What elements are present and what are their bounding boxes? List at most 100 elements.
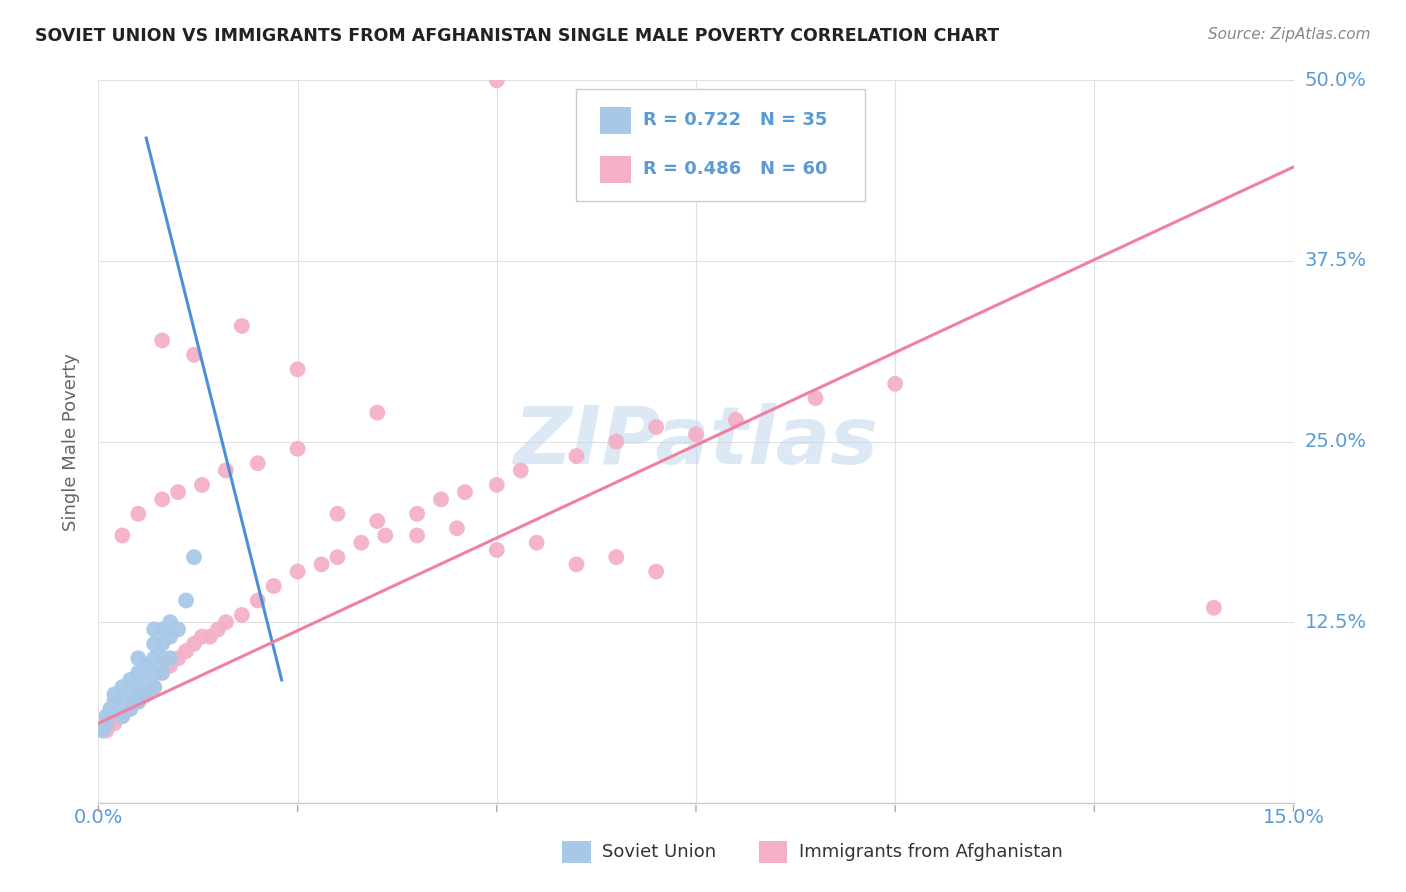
Point [111, 695, 134, 709]
Point [98, 702, 122, 716]
Point [143, 665, 166, 680]
Point [150, 651, 173, 665]
Point [485, 73, 508, 87]
Point [231, 607, 253, 622]
Point [159, 658, 181, 673]
Point [159, 651, 181, 665]
Point [287, 565, 309, 579]
Point [311, 558, 333, 572]
Point [103, 695, 125, 709]
Point [326, 550, 349, 565]
Point [406, 528, 429, 542]
Point [565, 558, 588, 572]
Point [127, 695, 149, 709]
Point [127, 651, 149, 665]
Point [685, 427, 707, 442]
Point [127, 680, 149, 694]
Text: ZIPatlas: ZIPatlas [513, 402, 879, 481]
Point [374, 528, 396, 542]
Point [287, 362, 309, 376]
Point [96, 709, 118, 723]
Point [446, 521, 468, 535]
Point [509, 463, 531, 477]
Point [485, 542, 508, 557]
Point [645, 420, 668, 434]
Point [366, 406, 388, 420]
Text: Source: ZipAtlas.com: Source: ZipAtlas.com [1208, 27, 1371, 42]
Text: R = 0.486   N = 60: R = 0.486 N = 60 [643, 161, 827, 178]
Point [91, 723, 114, 738]
Point [120, 673, 142, 687]
Point [183, 550, 205, 565]
Point [150, 492, 173, 507]
Point [120, 687, 142, 701]
Point [96, 723, 118, 738]
Point [120, 702, 142, 716]
Text: Immigrants from Afghanistan: Immigrants from Afghanistan [799, 843, 1063, 862]
Point [724, 413, 747, 427]
Point [406, 507, 429, 521]
Point [287, 442, 309, 456]
Point [215, 463, 238, 477]
Point [135, 687, 157, 701]
Point [96, 716, 118, 731]
Point [135, 658, 157, 673]
Text: Soviet Union: Soviet Union [602, 843, 716, 862]
Text: 12.5%: 12.5% [1305, 613, 1367, 632]
Point [150, 623, 173, 637]
Point [207, 623, 229, 637]
Point [191, 630, 214, 644]
Point [605, 434, 627, 449]
Point [127, 665, 149, 680]
Point [804, 391, 827, 405]
Point [430, 492, 453, 507]
Point [565, 449, 588, 463]
Point [111, 680, 134, 694]
Point [246, 593, 269, 607]
Point [150, 334, 173, 348]
Point [127, 695, 149, 709]
Point [127, 507, 149, 521]
Point [350, 535, 373, 549]
Point [111, 709, 134, 723]
Point [150, 665, 173, 680]
Point [167, 623, 190, 637]
Point [135, 673, 157, 687]
Point [103, 716, 125, 731]
Point [174, 644, 197, 658]
Point [366, 514, 388, 528]
Point [174, 593, 197, 607]
Point [143, 637, 166, 651]
Point [183, 637, 205, 651]
Text: 50.0%: 50.0% [1305, 70, 1367, 90]
Y-axis label: Single Male Poverty: Single Male Poverty [62, 352, 80, 531]
Point [645, 565, 668, 579]
Point [159, 615, 181, 630]
Point [263, 579, 285, 593]
Point [526, 535, 548, 549]
Point [143, 680, 166, 694]
Point [120, 702, 142, 716]
Point [143, 651, 166, 665]
Point [884, 376, 907, 391]
Text: 37.5%: 37.5% [1305, 252, 1367, 270]
Text: SOVIET UNION VS IMMIGRANTS FROM AFGHANISTAN SINGLE MALE POVERTY CORRELATION CHAR: SOVIET UNION VS IMMIGRANTS FROM AFGHANIS… [35, 27, 1000, 45]
Point [246, 456, 269, 470]
Point [1202, 600, 1225, 615]
Point [167, 651, 190, 665]
Point [143, 680, 166, 694]
Point [454, 485, 477, 500]
Point [111, 709, 134, 723]
Point [103, 687, 125, 701]
Text: 25.0%: 25.0% [1305, 432, 1367, 451]
Text: R = 0.722   N = 35: R = 0.722 N = 35 [643, 112, 827, 129]
Point [111, 528, 134, 542]
Point [485, 478, 508, 492]
Point [135, 687, 157, 701]
Point [159, 630, 181, 644]
Point [150, 637, 173, 651]
Point [167, 485, 190, 500]
Point [326, 507, 349, 521]
Point [231, 318, 253, 333]
Point [191, 478, 214, 492]
